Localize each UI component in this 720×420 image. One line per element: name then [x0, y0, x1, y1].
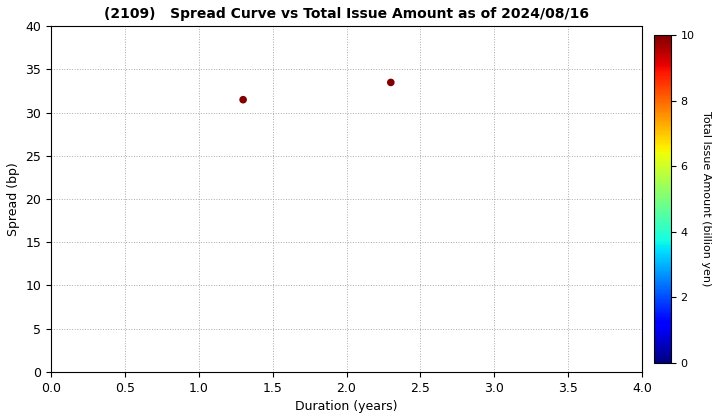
Title: (2109)   Spread Curve vs Total Issue Amount as of 2024/08/16: (2109) Spread Curve vs Total Issue Amoun… [104, 7, 589, 21]
Point [385, 79, 397, 86]
X-axis label: Duration (years): Duration (years) [295, 400, 397, 413]
Y-axis label: Total Issue Amount (billion yen): Total Issue Amount (billion yen) [701, 111, 711, 287]
Point [238, 96, 249, 103]
Y-axis label: Spread (bp): Spread (bp) [7, 162, 20, 236]
